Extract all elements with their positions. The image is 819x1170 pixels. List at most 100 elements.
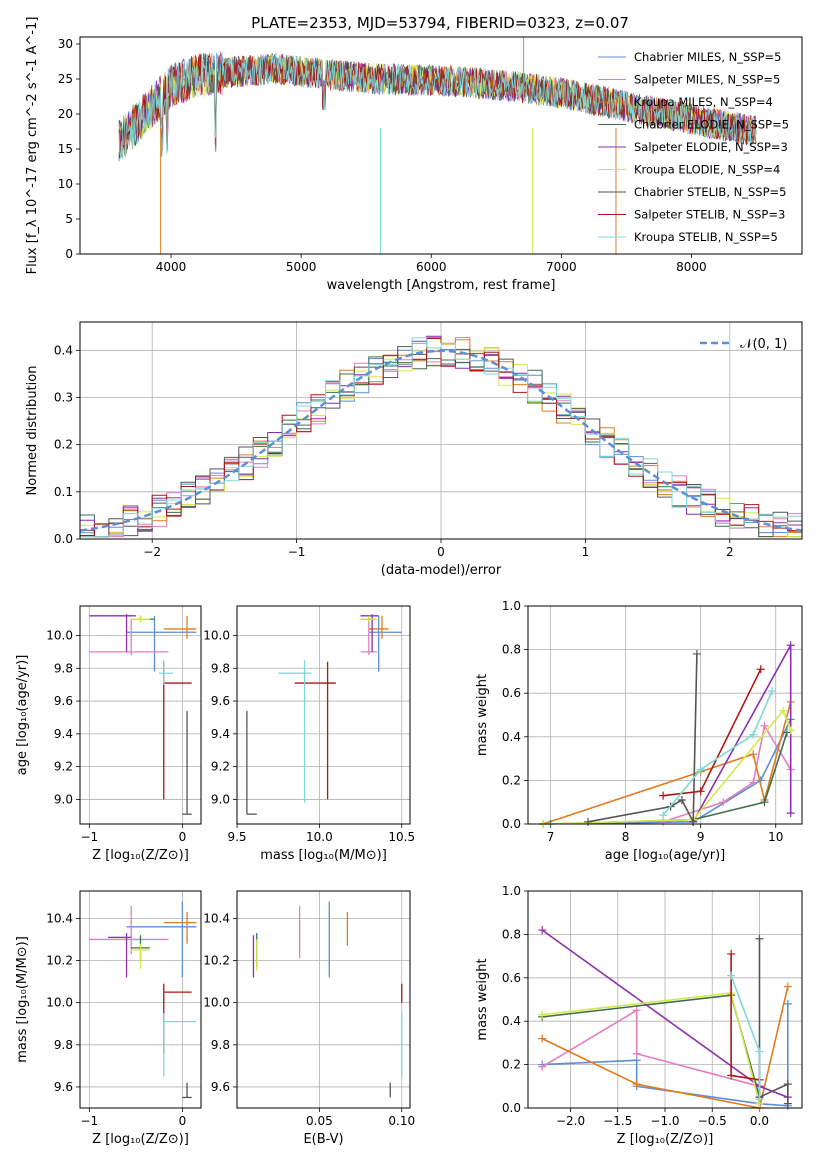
weight-line-chabrier_miles xyxy=(542,719,792,824)
weight-marker-kroupa_stelib xyxy=(767,687,776,696)
legend-label: Salpeter ELODIE, N_SSP=3 xyxy=(634,140,788,154)
weight-marker-salpeter_stelib xyxy=(727,949,736,958)
weight-marker-chabrier_stelib xyxy=(783,1099,792,1108)
y-tick-label: 0.4 xyxy=(54,343,73,357)
legend-label: Chabrier STELIB, N_SSP=5 xyxy=(634,185,786,199)
spectrum-line-salpeter_stelib xyxy=(118,54,757,159)
y-tick-label: 15 xyxy=(58,142,73,156)
weight-line-salpeter_stelib xyxy=(730,953,760,1081)
point-salpeter_miles xyxy=(89,619,169,656)
x-tick-label: 10.5 xyxy=(388,830,415,844)
x-axis-label: Z [log₁₀(Z/Z⊙)] xyxy=(617,1132,714,1147)
spectrum-line-chabrier_stelib xyxy=(118,53,757,155)
x-tick-label: 0.05 xyxy=(306,1114,333,1128)
y-tick-label: 10.0 xyxy=(203,996,230,1010)
age_vs_mass-axes xyxy=(236,606,410,824)
x-tick-label: −1.5 xyxy=(603,1114,632,1128)
point-salpeter_stelib xyxy=(294,661,336,800)
y-tick-label: 10.4 xyxy=(203,911,230,925)
weight-marker-salpeter_stelib xyxy=(756,665,765,674)
y-tick-label: 5 xyxy=(65,212,73,226)
weight-marker-kroupa_stelib xyxy=(755,1047,764,1056)
legend-label: Chabrier MILES, N_SSP=5 xyxy=(634,50,781,64)
weight-marker-kroupa_stelib xyxy=(696,765,705,774)
point-kroupa_stelib xyxy=(163,1013,197,1077)
y-tick-label: 10.0 xyxy=(46,996,73,1010)
weight-line-kroupa_miles xyxy=(541,986,789,1108)
legend-label: Kroupa MILES, N_SSP=4 xyxy=(634,95,773,109)
weight-marker-kroupa_stelib xyxy=(727,971,736,980)
y-tick-label: 0.6 xyxy=(502,686,521,700)
weight-line-kroupa_elodie xyxy=(542,709,792,824)
y-tick-label: 1.0 xyxy=(502,599,521,613)
point-chabrier_stelib xyxy=(246,710,257,815)
point-kroupa_stelib xyxy=(278,660,312,803)
weight-marker-chabrier_stelib xyxy=(692,649,701,658)
legend-label: Chabrier ELODIE, N_SSP=5 xyxy=(634,118,789,132)
point-kroupa_elodie xyxy=(131,943,150,969)
weight-marker-salpeter_stelib xyxy=(659,791,668,800)
spectrum-line-kroupa_stelib xyxy=(118,51,757,161)
weight-marker-salpeter_elodie xyxy=(786,641,795,650)
point-kroupa_miles xyxy=(163,615,197,639)
x-tick-label: 9 xyxy=(697,830,705,844)
weight-marker-salpeter_miles xyxy=(719,798,728,807)
y-tick-label: 0.8 xyxy=(502,643,521,657)
weight-marker-salpeter_stelib xyxy=(727,1071,736,1080)
x-axis-label: mass [log₁₀(M/M⊙)] xyxy=(260,848,387,863)
y-tick-label: 0.0 xyxy=(502,817,521,831)
point-salpeter_elodie xyxy=(89,614,136,652)
weight-marker-chabrier_stelib xyxy=(783,1080,792,1089)
x-tick-label: −1 xyxy=(288,545,306,559)
plot-frame xyxy=(527,605,803,825)
y-axis-label: mass weight xyxy=(475,674,490,756)
point-chabrier_miles xyxy=(126,901,197,978)
y-tick-label: 10.0 xyxy=(46,629,73,643)
x-tick-label: 0 xyxy=(179,1114,187,1128)
y-tick-label: 9.0 xyxy=(211,792,230,806)
point-salpeter_miles xyxy=(360,619,378,656)
y-axis-label: mass weight xyxy=(475,958,490,1040)
x-tick-label: 8 xyxy=(622,830,630,844)
y-tick-label: 0.3 xyxy=(54,390,73,404)
x-tick-label: −1 xyxy=(80,1114,98,1128)
point-chabrier_stelib xyxy=(182,1082,192,1099)
y-tick-label: 9.6 xyxy=(211,1080,230,1094)
weight-marker-kroupa_miles xyxy=(749,750,758,759)
point-chabrier_miles xyxy=(126,615,197,672)
y-tick-label: 9.2 xyxy=(211,760,230,774)
weight-marker-salpeter_elodie xyxy=(786,809,795,818)
y-tick-label: 10.4 xyxy=(46,911,73,925)
weight-marker-chabrier_miles xyxy=(783,999,792,1008)
age_vs_Z-axes xyxy=(80,606,201,824)
gaussian-curve xyxy=(79,349,803,532)
y-tick-label: 25 xyxy=(58,72,73,86)
y-tick-label: 9.8 xyxy=(211,661,230,675)
residual-hist-salpeter_stelib xyxy=(80,338,802,536)
x-tick-label: 0 xyxy=(179,830,187,844)
weight-line-chabrier_stelib xyxy=(758,938,789,1104)
y-tick-label: 10 xyxy=(58,177,73,191)
x-tick-label: 4000 xyxy=(156,260,187,274)
legend-label: 𝒩(0, 1) xyxy=(740,337,787,352)
x-tick-label: 8000 xyxy=(676,260,707,274)
weight-line-salpeter_stelib xyxy=(663,668,762,797)
y-axis-label: Flux [f_λ 10^-17 erg cm^-2 s^-1 A^-1] xyxy=(25,17,40,275)
legend-label: Salpeter STELIB, N_SSP=3 xyxy=(634,208,785,222)
weight-marker-salpeter_stelib xyxy=(696,787,705,796)
y-tick-label: 9.6 xyxy=(54,694,73,708)
y-tick-label: 0.0 xyxy=(502,1101,521,1115)
y-axis-label: Normed distribution xyxy=(25,366,40,496)
weight-marker-salpeter_elodie xyxy=(538,926,547,935)
x-tick-label: −2.0 xyxy=(556,1114,585,1128)
point-chabrier_miles xyxy=(368,615,402,672)
weight-marker-kroupa_elodie xyxy=(779,706,788,715)
weight-marker-kroupa_stelib xyxy=(755,1095,764,1104)
weight-marker-salpeter_miles xyxy=(760,721,769,730)
weight-marker-salpeter_miles xyxy=(632,1006,641,1015)
plot-frame xyxy=(79,321,803,540)
y-tick-label: 30 xyxy=(58,37,73,51)
y-tick-label: 9.0 xyxy=(54,792,73,806)
weight-marker-kroupa_stelib xyxy=(659,811,668,820)
y-tick-label: 10.2 xyxy=(203,954,230,968)
